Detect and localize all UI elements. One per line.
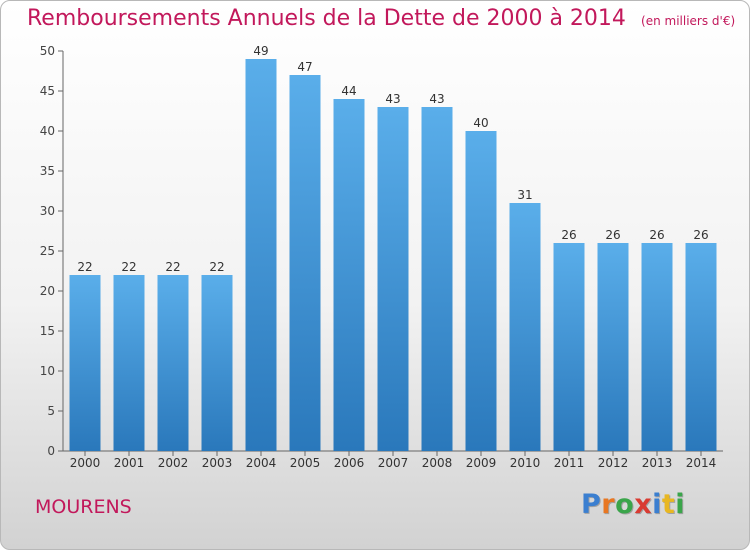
logo-letter: P (581, 489, 602, 520)
x-tick-label: 2012 (598, 456, 629, 470)
y-tick-label: 40 (40, 124, 55, 138)
bar (641, 243, 673, 451)
x-tick-label: 2014 (686, 456, 717, 470)
y-tick-label: 30 (40, 204, 55, 218)
bar (333, 99, 365, 451)
x-tick-label: 2005 (290, 456, 321, 470)
x-tick-label: 2000 (70, 456, 101, 470)
bar (69, 275, 101, 451)
x-tick-label: 2013 (642, 456, 673, 470)
x-tick-label: 2003 (202, 456, 233, 470)
x-tick-label: 2001 (114, 456, 145, 470)
bar (685, 243, 717, 451)
y-tick-label: 45 (40, 84, 55, 98)
x-tick-label: 2002 (158, 456, 189, 470)
bar (289, 75, 321, 451)
bar (377, 107, 409, 451)
y-tick-label: 20 (40, 284, 55, 298)
y-tick-label: 25 (40, 244, 55, 258)
logo-letter: x (634, 489, 653, 520)
bar (553, 243, 585, 451)
bar (201, 275, 233, 451)
commune-name: MOURENS (35, 496, 132, 518)
logo-letter: r (601, 489, 616, 520)
bar (597, 243, 629, 451)
bar-value-label: 40 (473, 116, 488, 130)
logo-letter: t (661, 489, 676, 520)
y-tick-label: 50 (40, 44, 55, 58)
bar-value-label: 44 (341, 84, 356, 98)
x-tick-label: 2009 (466, 456, 497, 470)
bar (465, 131, 497, 451)
bar-value-label: 43 (385, 92, 400, 106)
bar-value-label: 43 (429, 92, 444, 106)
logo-letter: o (615, 489, 635, 520)
bar-value-label: 22 (77, 260, 92, 274)
bar-value-label: 26 (693, 228, 708, 242)
proxiti-logo: Proxiti (581, 489, 685, 520)
chart-title-row: Remboursements Annuels de la Dette de 20… (27, 6, 735, 31)
bar (113, 275, 145, 451)
bar-value-label: 22 (165, 260, 180, 274)
bar-value-label: 26 (649, 228, 664, 242)
x-tick-label: 2010 (510, 456, 541, 470)
y-tick-label: 0 (47, 444, 55, 458)
bar-value-label: 22 (121, 260, 136, 274)
x-tick-label: 2007 (378, 456, 409, 470)
x-tick-label: 2004 (246, 456, 277, 470)
y-tick-label: 35 (40, 164, 55, 178)
logo-letter: i (652, 489, 662, 520)
bar-value-label: 49 (253, 44, 268, 58)
y-tick-label: 5 (47, 404, 55, 418)
chart-title: Remboursements Annuels de la Dette de 20… (27, 6, 626, 31)
bar-value-label: 26 (561, 228, 576, 242)
bar (509, 203, 541, 451)
bar-value-label: 31 (517, 188, 532, 202)
logo-letter: i (675, 489, 686, 520)
x-tick-label: 2008 (422, 456, 453, 470)
y-tick-label: 15 (40, 324, 55, 338)
x-tick-label: 2011 (554, 456, 585, 470)
bar (421, 107, 453, 451)
y-tick-label: 10 (40, 364, 55, 378)
bar-value-label: 47 (297, 60, 312, 74)
bar-value-label: 22 (209, 260, 224, 274)
bar-value-label: 26 (605, 228, 620, 242)
bar (157, 275, 189, 451)
x-tick-label: 2006 (334, 456, 365, 470)
chart-unit-note: (en milliers d'€) (641, 14, 736, 28)
bar (245, 59, 277, 451)
